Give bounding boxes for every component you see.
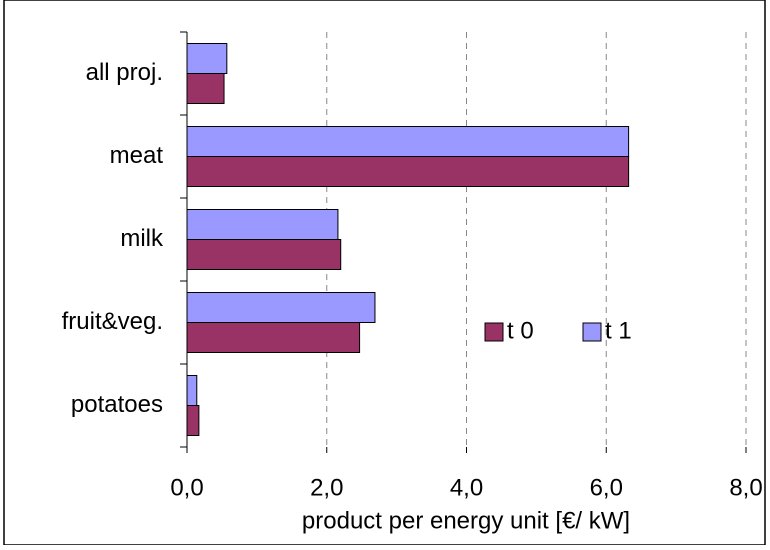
- chart-frame: [3, 0, 766, 546]
- bar: [186, 73, 225, 104]
- y-tick-label: fruit&veg.: [62, 308, 163, 335]
- y-tick-label: meat: [110, 142, 164, 169]
- bar: [186, 322, 361, 353]
- bar: [186, 292, 376, 323]
- x-tick-label: 8,0: [729, 474, 762, 501]
- x-tick-label: 2,0: [310, 474, 343, 501]
- bar: [186, 43, 228, 74]
- bar: [186, 156, 630, 187]
- x-axis-label: product per energy unit [€/ kW]: [302, 507, 630, 534]
- bar: [186, 405, 200, 436]
- y-tick-label: all proj.: [86, 59, 163, 86]
- bar: [186, 126, 630, 157]
- bar: [186, 239, 342, 270]
- bar: [186, 375, 198, 406]
- legend-label: t 1: [605, 317, 632, 344]
- y-tick-label: potatoes: [71, 391, 163, 418]
- legend-swatch: [484, 322, 504, 342]
- x-tick-label: 0,0: [170, 474, 203, 501]
- x-tick-label: 6,0: [590, 474, 623, 501]
- bar: [186, 209, 339, 240]
- legend-label: t 0: [507, 317, 534, 344]
- y-tick-label: milk: [120, 225, 164, 252]
- legend-swatch: [582, 322, 602, 342]
- x-tick-label: 4,0: [450, 474, 483, 501]
